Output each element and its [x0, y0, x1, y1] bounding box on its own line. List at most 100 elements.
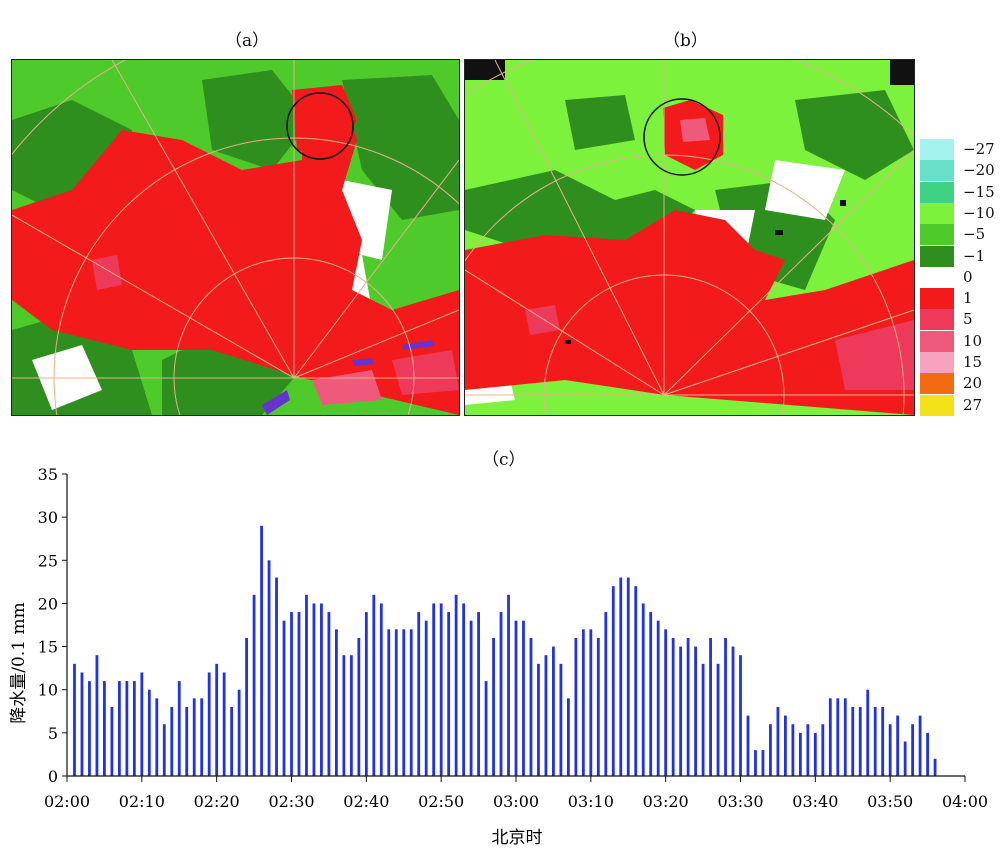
legend-swatch: [920, 288, 954, 310]
radar-graphic-a: [12, 60, 459, 415]
bar: [552, 646, 555, 776]
bar: [686, 637, 690, 776]
bar: [327, 612, 331, 776]
bar: [140, 672, 144, 776]
legend-label: 1: [963, 289, 973, 308]
x-tick-label: 04:00: [942, 792, 988, 811]
bar: [162, 724, 166, 776]
y-tick-label: 25: [38, 551, 58, 570]
bar: [394, 629, 398, 776]
legend-swatch: [920, 245, 954, 267]
bar: [200, 698, 204, 776]
bar: [110, 706, 114, 776]
bar: [462, 603, 466, 776]
bar: [888, 724, 892, 776]
x-tick-label: 03:20: [643, 792, 689, 811]
bar: [544, 655, 548, 776]
bar: [170, 706, 174, 776]
y-tick-label: 10: [38, 681, 58, 700]
legend-label: 0: [963, 267, 973, 286]
bar: [147, 689, 151, 776]
bar: [73, 663, 76, 776]
bar: [926, 732, 929, 776]
bar: [664, 629, 668, 776]
panel-b-label: （b）: [663, 31, 708, 51]
bar: [798, 732, 802, 776]
legend-label: 15: [963, 353, 983, 371]
bar: [641, 603, 645, 776]
legend-swatch: [920, 352, 954, 373]
bar: [574, 637, 578, 776]
bar: [656, 620, 660, 776]
legend-label: −5: [963, 225, 986, 244]
bar: [454, 594, 458, 776]
bar: [215, 663, 219, 776]
bar: [207, 672, 211, 776]
bar: [911, 724, 915, 776]
y-tick-label: 15: [38, 638, 58, 657]
bar: [589, 629, 593, 776]
x-tick-label: 03:50: [867, 792, 913, 811]
bar: [626, 577, 630, 776]
legend-swatch: [920, 139, 954, 160]
bar: [125, 681, 129, 776]
bar: [297, 612, 301, 776]
bar: [275, 577, 278, 776]
bar: [776, 706, 780, 776]
bar: [761, 750, 765, 776]
legend-label: 10: [963, 331, 983, 350]
legend-swatch: [920, 373, 954, 395]
bar: [671, 637, 675, 776]
bar: [305, 594, 308, 776]
bar: [237, 689, 241, 776]
bar: [843, 698, 847, 776]
bar: [836, 698, 840, 776]
bar: [117, 681, 121, 776]
bar: [312, 603, 316, 776]
bar: [701, 663, 705, 776]
legend-label: 5: [963, 310, 973, 329]
bar: [619, 577, 623, 776]
bar: [828, 698, 832, 776]
bar: [402, 629, 406, 776]
bar: [694, 646, 697, 776]
bar: [335, 629, 338, 776]
panel-a-label: （a）: [225, 31, 270, 51]
bar: [499, 612, 503, 776]
bar: [806, 724, 810, 776]
bar: [252, 594, 256, 776]
bar: [596, 637, 600, 776]
bar: [537, 663, 540, 776]
bar: [492, 637, 495, 776]
bar: [95, 655, 99, 776]
bar: [155, 698, 159, 776]
bar: [581, 629, 585, 776]
bar: [349, 655, 353, 776]
bar: [409, 629, 413, 776]
legend-label: −20: [963, 161, 995, 180]
x-tick-label: 03:40: [792, 792, 838, 811]
y-tick-label: 35: [38, 465, 58, 484]
bar: [424, 620, 428, 776]
bar: [716, 663, 720, 776]
bar: [679, 646, 683, 776]
bar: [342, 655, 346, 776]
bar: [933, 758, 937, 776]
radar-graphic-b: [465, 60, 914, 415]
y-axis-label: 降水量/0.1 mm: [9, 602, 29, 723]
bar: [469, 620, 473, 776]
legend-swatch: [920, 160, 954, 182]
bar: [290, 612, 293, 776]
bar: [522, 620, 525, 776]
x-tick-label: 02:40: [343, 792, 389, 811]
legend-swatch: [920, 330, 954, 352]
y-tick-label: 20: [38, 594, 58, 613]
bar: [514, 620, 518, 776]
bar: [881, 706, 885, 776]
legend-swatch: [920, 266, 954, 288]
bar: [903, 741, 907, 776]
bar: [477, 612, 480, 776]
bar: [357, 637, 361, 776]
bar: [80, 672, 84, 776]
legend-swatch: [920, 309, 954, 331]
